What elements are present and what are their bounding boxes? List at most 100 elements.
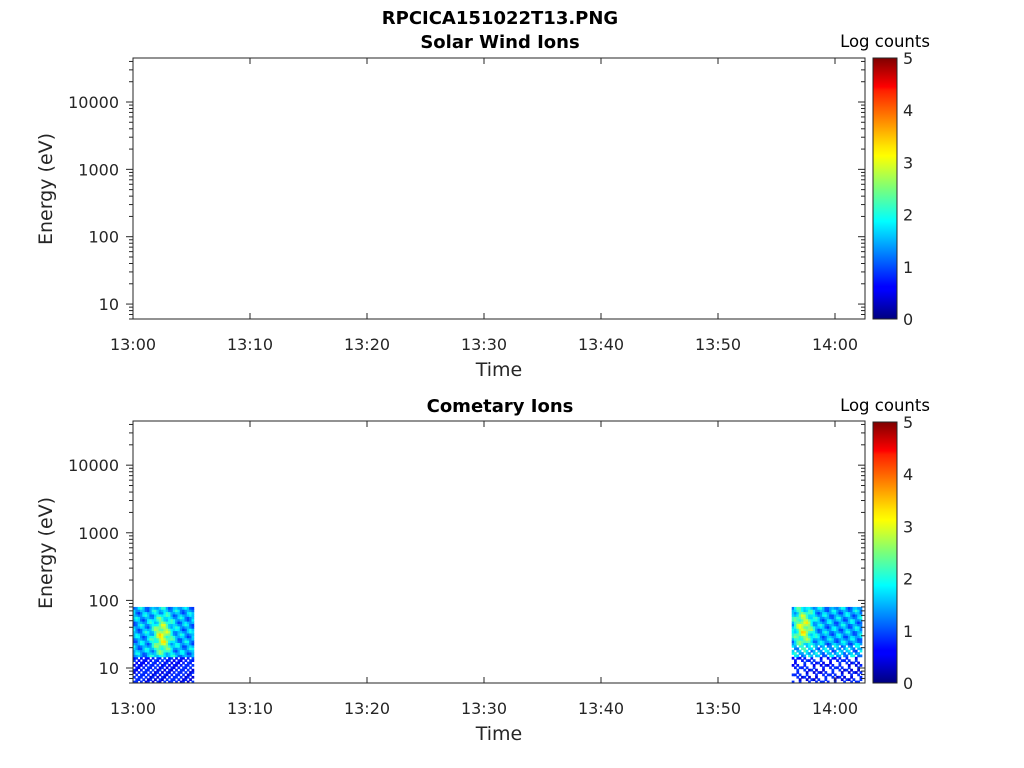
spectrogram-cell [812,671,816,674]
spectrogram-cell [179,642,183,646]
spectrogram-cell [168,623,171,627]
spectrogram-cell [189,616,192,620]
spectrogram-cell [857,618,860,622]
spectrogram-cell [815,628,818,632]
spectrogram-cell [831,623,835,627]
spectrogram-cell [133,618,136,622]
spectrogram-cell [819,616,823,620]
spectrogram-cell [191,659,195,663]
spectrogram-cell [165,637,169,641]
spectrogram-cell [170,628,174,632]
spectrogram-cell [182,661,185,665]
spectrogram-cell [822,621,825,624]
spectrogram-cell [847,678,851,682]
spectrogram-cell [833,637,837,641]
spectrogram-cell [191,616,195,620]
spectrogram-cell [165,659,169,663]
spectrogram-cell [819,618,823,622]
spectrogram-cell [794,630,797,634]
spectrogram-cell [135,628,139,632]
spectrogram-cell [161,616,164,620]
spectrogram-cell [158,625,162,629]
spectrogram-cell [186,649,190,653]
spectrogram-cell [168,680,171,683]
spectrogram-cell [184,606,188,610]
spectrogram-cell [175,611,178,615]
spectrogram-cell [168,606,171,610]
spectrogram-cell [794,606,797,610]
spectrogram-cell [191,609,195,613]
spectrogram-cell [149,630,153,634]
spectrogram-cell [794,659,797,663]
spectrogram-cell [172,642,176,646]
spectrogram-cell [850,609,853,613]
spectrogram-cell [135,625,139,629]
spectrogram-cell [172,649,176,653]
spectrogram-cell [156,652,160,655]
spectrogram-cell [859,618,863,622]
spectrogram-cell [191,614,195,617]
spectrogram-cell [815,635,818,639]
spectrogram-cell [808,618,811,622]
spectrogram-cell [177,661,181,665]
spectrogram-cell [838,611,842,615]
spectrogram-cell [165,633,169,636]
spectrogram-cell [843,652,846,655]
spectrogram-cell [163,661,167,665]
spectrogram-cell [137,644,141,648]
spectrogram-cell [137,614,141,617]
spectrogram-cell [854,659,858,663]
spectrogram-cell [817,654,821,658]
spectrogram-cell [154,611,157,615]
spectrogram-cell [168,642,171,646]
spectrogram-cell [172,663,176,667]
spectrogram-cell [184,630,188,634]
spectrogram-cell [189,606,192,610]
spectrogram-cell [154,609,157,613]
spectrogram-cell [833,652,837,655]
spectrogram-cell [177,614,181,617]
spectrogram-cell [182,616,185,620]
spectrogram-cell [147,635,150,639]
spectrogram-cell [815,647,818,651]
spectrogram-cell [829,661,832,665]
spectrogram-cell [833,614,837,617]
spectrogram-cell [798,640,802,643]
spectrogram-cell [179,649,183,653]
spectrogram-cell [189,661,192,665]
spectrogram-cell [165,630,169,634]
spectrogram-cell [850,668,853,672]
spectrogram-cell [184,628,188,632]
spectrogram-cell [191,654,195,658]
colorbar-tick-label: 0 [903,674,913,693]
spectrogram-cell [142,616,146,620]
spectrogram-cell [168,647,171,651]
spectrogram-cell [151,652,155,655]
spectrogram-cell [158,609,162,613]
spectrogram-cell [791,663,795,667]
spectrogram-cell [163,673,167,677]
spectrogram-cell [838,649,842,653]
spectrogram-cell [170,609,174,613]
spectrogram-cell [817,616,821,620]
spectrogram-cell [149,625,153,629]
spectrogram-cell [179,652,183,655]
spectrogram-cell [859,675,863,679]
spectrogram-cell [172,654,176,658]
spectrogram-cell [796,616,800,620]
spectrogram-cell [182,678,185,682]
colorbar-tick-label: 2 [903,206,913,225]
plot-frame [132,420,866,684]
spectrogram-cell [133,642,136,646]
spectrogram-cell [149,666,153,670]
spectrogram-cell [144,649,148,653]
spectrogram-cell [826,614,830,617]
spectrogram-cell [189,666,192,670]
spectrogram-cell [819,640,823,643]
spectrogram-cell [801,675,804,679]
spectrogram-cell [179,628,183,632]
spectrogram-cell [810,640,814,643]
spectrogram-cell [847,666,851,670]
spectrogram-cell [168,649,171,653]
spectrogram-cell [829,637,832,641]
